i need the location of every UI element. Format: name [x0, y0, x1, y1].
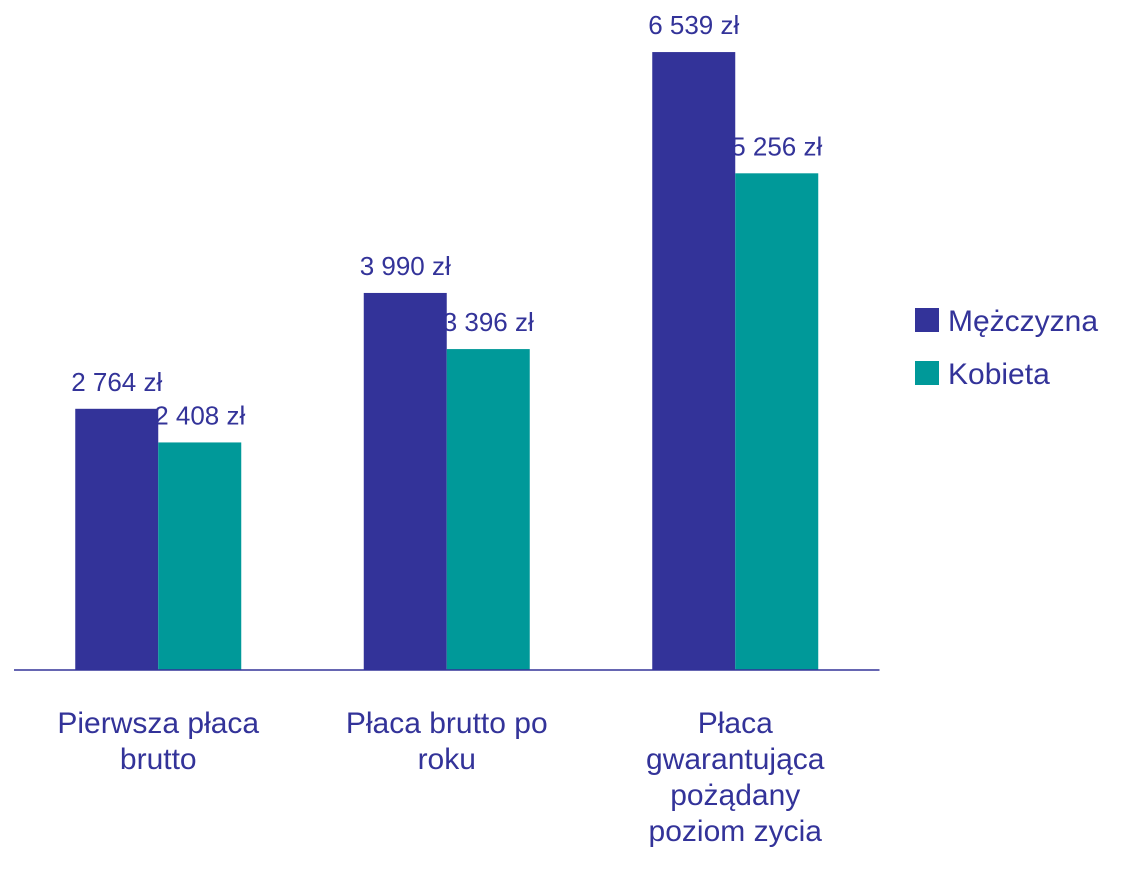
bar — [446, 349, 530, 670]
x-tick-label: Pierwsza płaca brutto — [57, 707, 260, 776]
bar — [652, 52, 736, 670]
legend-label: Mężczyzna — [948, 305, 1098, 338]
bar — [363, 292, 447, 670]
data-label: 2 764 zł — [71, 367, 162, 397]
bar — [158, 442, 242, 670]
data-label: 3 396 zł — [443, 307, 534, 337]
data-label: 5 256 zł — [731, 131, 822, 161]
data-label: 6 539 zł — [648, 10, 739, 40]
legend-swatch — [915, 308, 939, 332]
legend-swatch — [915, 361, 939, 385]
x-tick-label: Płaca brutto po roku — [345, 707, 548, 776]
x-tick-label: Płaca gwarantująca pożądany poziom zycia — [646, 707, 825, 848]
bar — [75, 408, 159, 670]
data-label: 2 408 zł — [154, 400, 245, 430]
data-label: 3 990 zł — [360, 251, 451, 281]
legend-label: Kobieta — [948, 358, 1050, 391]
bar — [735, 173, 819, 671]
